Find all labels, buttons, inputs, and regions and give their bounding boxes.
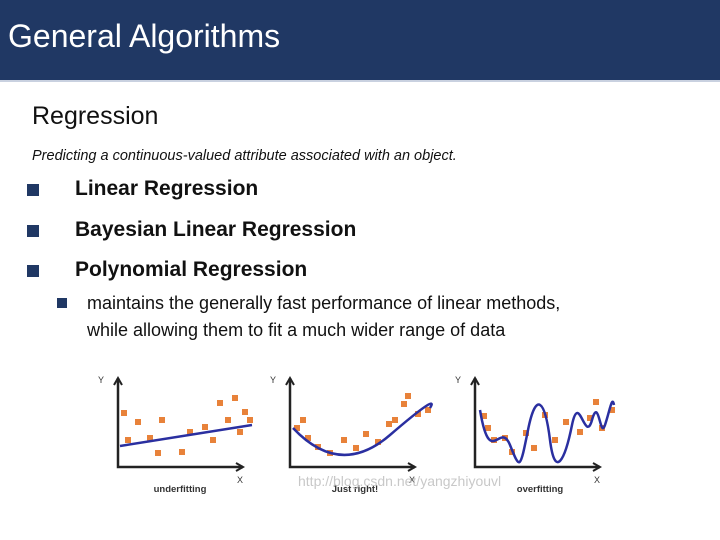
arrow — [285, 375, 418, 472]
bullet: Polynomial Regression — [75, 258, 308, 281]
bullet: Linear Regression — [75, 177, 259, 200]
slide-title: General Algorithms — [8, 18, 281, 54]
sample-point — [353, 445, 359, 451]
sample-point — [552, 437, 558, 443]
axes — [473, 378, 600, 469]
sample-point — [523, 430, 529, 436]
x-axis-label: X — [237, 475, 243, 485]
sample-point — [577, 429, 583, 435]
bullet-icon — [27, 265, 39, 277]
sample-point — [425, 407, 431, 413]
fit-curve — [292, 402, 433, 456]
axes — [288, 378, 415, 469]
figure-caption: underfitting — [154, 484, 207, 495]
y-axis-label: Y — [270, 375, 276, 385]
sample-point — [155, 450, 161, 456]
sample-point — [405, 393, 411, 399]
fit-curve — [119, 423, 253, 448]
x-axis-label: X — [409, 475, 415, 485]
sample-point — [125, 437, 131, 443]
sample-point — [210, 437, 216, 443]
sample-point — [242, 409, 248, 415]
sample-point — [217, 400, 223, 406]
sample-point — [232, 395, 238, 401]
sample-point — [531, 445, 537, 451]
sample-point — [225, 417, 231, 423]
bullet-icon — [27, 184, 39, 196]
sample-point — [187, 429, 193, 435]
sample-point — [392, 417, 398, 423]
arrow — [113, 375, 246, 472]
sample-point — [481, 413, 487, 419]
sample-point — [247, 417, 253, 423]
x-axis-label: X — [594, 475, 600, 485]
y-axis-label: Y — [455, 375, 461, 385]
sample-point — [386, 421, 392, 427]
sample-point — [121, 410, 127, 416]
sample-point — [135, 419, 141, 425]
sample-point — [609, 407, 615, 413]
sample-point — [147, 435, 153, 441]
figure-caption: overfitting — [517, 484, 564, 495]
sample-point — [159, 417, 165, 423]
sample-point — [485, 425, 491, 431]
header-bar: General Algorithms — [0, 0, 720, 82]
sample-point — [401, 401, 407, 407]
section-title: Regression — [32, 102, 159, 130]
sample-point — [202, 424, 208, 430]
bullet-icon — [27, 225, 39, 237]
section-description: Predicting a continuous-valued attribute… — [32, 148, 457, 164]
bullet: Bayesian Linear Regression — [75, 218, 357, 241]
sample-point — [237, 429, 243, 435]
sample-point — [341, 437, 347, 443]
sub-bullet-line: maintains the generally fast performance… — [87, 293, 561, 313]
figure-caption: Just right! — [332, 484, 378, 495]
y-axis-label: Y — [98, 375, 104, 385]
sample-point — [375, 439, 381, 445]
sample-point — [294, 425, 300, 431]
sample-point — [593, 399, 599, 405]
sample-point — [305, 435, 311, 441]
fit-curve — [478, 400, 616, 464]
watermark: http://blog.csdn.net/yangzhiyouvl — [298, 473, 501, 489]
sample-point — [179, 449, 185, 455]
sample-point — [300, 417, 306, 423]
sub-bullet-icon — [57, 298, 67, 308]
sub-bullet-line: while allowing them to fit a much wider … — [87, 320, 506, 340]
arrow — [470, 375, 603, 472]
axes — [116, 378, 243, 469]
sample-point — [415, 411, 421, 417]
sample-point — [563, 419, 569, 425]
sample-point — [587, 415, 593, 421]
sample-point — [363, 431, 369, 437]
